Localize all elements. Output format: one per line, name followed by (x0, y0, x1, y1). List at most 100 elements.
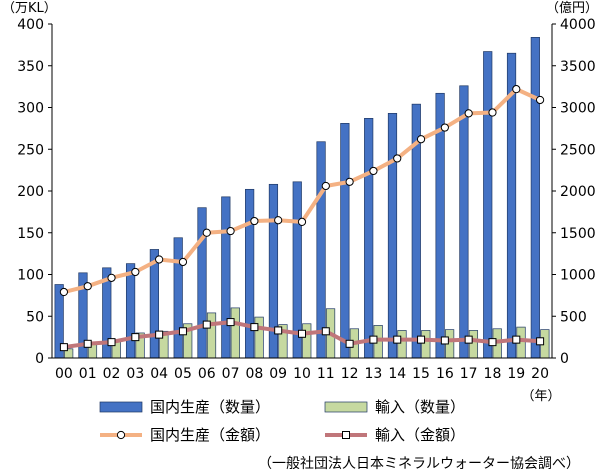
point-import-value (464, 335, 473, 344)
legend-label: 輸入（数量） (375, 398, 465, 416)
point-domestic-value (464, 109, 473, 118)
legend-label: 国内生産（数量） (150, 398, 270, 416)
point-domestic-value (535, 95, 545, 105)
point-domestic-value (226, 226, 235, 236)
legend: 国内生産（数量） 輸入（数量） 国内生産（金額） 輸入（金額） (99, 398, 465, 444)
left-axis-unit: （万KL） (2, 1, 57, 16)
point-domestic-value (440, 123, 449, 132)
point-domestic-value (488, 108, 497, 117)
point-domestic-value (416, 135, 426, 144)
x-tick-label: 07 (222, 366, 240, 382)
point-domestic-value (131, 267, 140, 277)
x-tick-label: 02 (103, 366, 121, 382)
point-import-value (369, 335, 378, 344)
x-tick-label: 11 (317, 366, 335, 382)
x-tick-label: 00 (55, 366, 73, 382)
bar-import-volume (302, 323, 312, 359)
left-tick-label: 250 (17, 142, 44, 158)
point-import-value (107, 338, 116, 347)
source-note: （一般社団法人日本ミネラルウォーター協会調べ） (258, 456, 580, 472)
bar-import-volume (206, 312, 217, 359)
point-import-value (226, 318, 235, 327)
bar-domestic-volume (364, 118, 374, 359)
bar-domestic-volume (245, 188, 255, 359)
left-tick-label: 300 (17, 101, 44, 117)
x-tick-label: 12 (341, 366, 359, 382)
point-domestic-value (274, 216, 283, 225)
legend-marker (116, 430, 126, 440)
point-import-value (59, 343, 68, 352)
point-import-value (393, 335, 402, 344)
bar-domestic-volume (316, 141, 326, 359)
bar-domestic-volume (459, 85, 469, 359)
bar-import-volume (421, 330, 431, 359)
point-import-value (155, 330, 164, 339)
right-tick-label: 4000 (560, 17, 596, 33)
left-axis-ticks: 0 50 100 150 200 250 300 350 400 (17, 17, 52, 367)
line-domestic-value (63, 87, 541, 294)
point-domestic-value (369, 166, 378, 176)
left-tick-label: 50 (26, 309, 44, 325)
x-axis-unit: （年） (521, 389, 560, 404)
legend-label: 輸入（金額） (375, 426, 465, 444)
bars (54, 37, 550, 359)
legend-label: 国内生産（金額） (150, 426, 270, 444)
right-tick-label: 1500 (560, 226, 596, 242)
x-tick-label: 03 (126, 366, 144, 382)
x-axis-ticks: 00 01 02 03 04 05 06 07 08 09 10 11 12 13 14 15 16 17 18 19… (55, 366, 549, 382)
right-tick-label: 3500 (560, 59, 596, 75)
x-tick-label: 20 (531, 366, 549, 382)
point-domestic-value (321, 181, 330, 191)
point-domestic-value (250, 216, 259, 226)
bar-domestic-volume (221, 196, 231, 359)
bar-import-volume (230, 307, 240, 359)
point-import-value (274, 326, 283, 335)
legend-swatch (324, 401, 368, 413)
x-tick-label: 18 (484, 366, 502, 382)
point-import-value (512, 335, 521, 344)
left-tick-label: 0 (35, 351, 44, 367)
right-tick-label: 0 (560, 351, 569, 367)
point-domestic-value (345, 177, 354, 186)
x-tick-label: 10 (293, 366, 311, 382)
left-tick-label: 200 (17, 184, 44, 200)
x-tick-label: 05 (174, 366, 192, 382)
x-tick-label: 01 (79, 366, 97, 382)
right-axis-unit: （億円） (546, 0, 598, 16)
point-domestic-value (178, 257, 188, 267)
right-tick-label: 1000 (560, 268, 596, 284)
point-import-value (345, 339, 354, 348)
x-tick-label: 19 (507, 366, 525, 382)
bar-import-volume (468, 330, 479, 359)
point-import-value (321, 327, 330, 336)
point-import-value (298, 329, 306, 338)
point-domestic-value (202, 228, 211, 237)
bar-domestic-volume (530, 37, 540, 359)
left-tick-label: 400 (17, 17, 44, 33)
right-tick-label: 3000 (560, 101, 596, 117)
axes (51, 24, 553, 359)
point-domestic-value (512, 85, 521, 94)
bar-domestic-volume (125, 263, 136, 359)
point-domestic-value (393, 154, 402, 163)
right-tick-label: 500 (560, 309, 587, 325)
legend-marker (342, 431, 350, 439)
x-tick-label: 08 (245, 366, 263, 382)
legend-swatch (99, 401, 143, 413)
right-tick-label: 2500 (560, 142, 596, 158)
point-import-value (178, 327, 187, 336)
bar-import-volume (397, 330, 407, 359)
point-import-value (250, 323, 259, 332)
x-tick-label: 04 (150, 366, 168, 382)
point-domestic-value (155, 255, 164, 264)
point-import-value (417, 335, 426, 344)
x-tick-label: 15 (412, 366, 430, 382)
lines (59, 85, 545, 352)
left-tick-label: 150 (17, 226, 44, 242)
point-domestic-value (107, 273, 116, 282)
point-import-value (131, 333, 140, 342)
bar-domestic-volume (173, 237, 183, 359)
bar-domestic-volume (387, 112, 398, 359)
point-import-value (536, 337, 545, 346)
